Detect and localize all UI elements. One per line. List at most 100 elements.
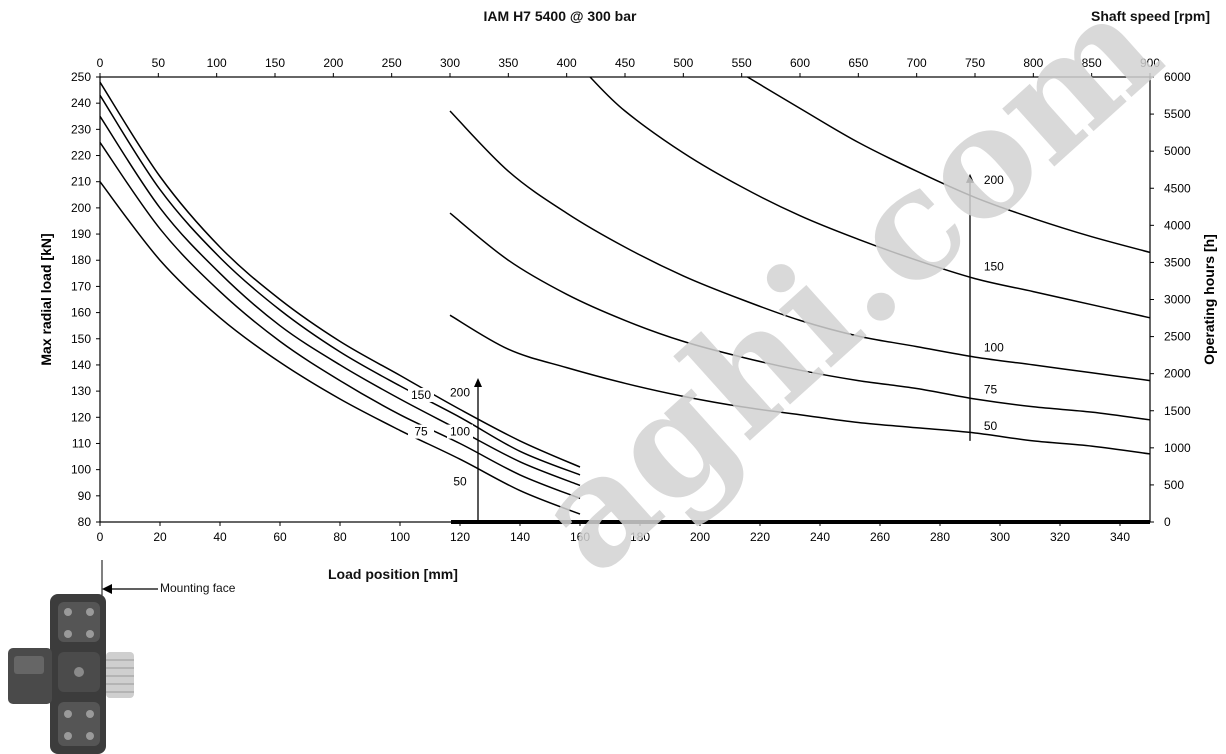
top-tick-label: 250 — [382, 56, 402, 70]
y-tick-label: 130 — [71, 384, 91, 398]
top-tick-label: 850 — [1082, 56, 1102, 70]
x-tick-label: 60 — [273, 530, 287, 544]
top-tick-label: 600 — [790, 56, 810, 70]
right-tick-label: 5000 — [1164, 144, 1191, 158]
top-tick-label: 550 — [732, 56, 752, 70]
speed-curve-label: 50 — [984, 419, 998, 433]
y-tick-label: 110 — [72, 436, 91, 450]
speed-curve-100h — [449, 110, 1151, 382]
x-tick-label: 220 — [750, 530, 770, 544]
y-tick-label: 140 — [71, 358, 91, 372]
y-tick-label: 180 — [71, 253, 91, 267]
load-curve-200h — [99, 81, 581, 468]
y-tick-label: 160 — [71, 306, 91, 320]
right-tick-label: 5500 — [1164, 107, 1191, 121]
right-tick-label: 4500 — [1164, 181, 1191, 195]
x-tick-label: 260 — [870, 530, 890, 544]
y-tick-label: 190 — [71, 227, 91, 241]
x-tick-label: 80 — [333, 530, 347, 544]
x-tick-label: 240 — [810, 530, 830, 544]
x-tick-label: 300 — [990, 530, 1010, 544]
speed-curve-label: 100 — [984, 340, 1004, 354]
x-tick-label: 20 — [153, 530, 167, 544]
speed-curve-200h — [747, 76, 1151, 254]
top-tick-label: 0 — [97, 56, 104, 70]
y-tick-label: 210 — [71, 175, 91, 189]
right-tick-label: 1000 — [1164, 441, 1191, 455]
mounting-face-line — [101, 560, 103, 600]
hydraulic-motor-icon — [8, 594, 134, 754]
x-tick-label: 180 — [630, 530, 650, 544]
y-axis-label: Max radial load [kN] — [38, 233, 54, 365]
load-label-mask — [447, 424, 473, 439]
right-tick-label: 4000 — [1164, 218, 1191, 232]
y-tick-label: 90 — [78, 489, 92, 503]
load-label-mask — [447, 474, 473, 489]
arrow-left-icon — [102, 584, 158, 594]
mounting-face-label: Mounting face — [160, 581, 236, 595]
load-curve-75h — [99, 141, 581, 500]
right-tick-label: 500 — [1164, 478, 1184, 492]
speed-curve-150h — [589, 76, 1151, 319]
y-tick-label: 150 — [71, 332, 91, 346]
top-tick-label: 900 — [1140, 56, 1160, 70]
y-tick-label: 120 — [71, 410, 91, 424]
hours-arrow-head — [966, 173, 974, 183]
speed-curve-label: 75 — [984, 382, 998, 396]
x-tick-label: 160 — [570, 530, 590, 544]
top-tick-label: 700 — [907, 56, 927, 70]
y-tick-label: 230 — [71, 122, 91, 136]
top-tick-label: 750 — [965, 56, 985, 70]
right-tick-label: 2000 — [1164, 367, 1191, 381]
right-tick-label: 3000 — [1164, 293, 1191, 307]
right-tick-label: 1500 — [1164, 404, 1191, 418]
right-axis-label: Operating hours [h] — [1201, 234, 1217, 365]
x-tick-label: 120 — [450, 530, 470, 544]
top-tick-label: 500 — [673, 56, 693, 70]
right-tick-label: 6000 — [1164, 70, 1191, 84]
top-tick-label: 150 — [265, 56, 285, 70]
load-curve-150h — [99, 94, 581, 476]
chart-title: IAM H7 5400 @ 300 bar — [483, 8, 637, 24]
right-tick-label: 3500 — [1164, 255, 1191, 269]
speed-curve-75h — [449, 212, 1151, 421]
x-axis-label: Load position [mm] — [328, 566, 458, 582]
top-tick-label: 800 — [1023, 56, 1043, 70]
x-tick-label: 340 — [1110, 530, 1130, 544]
y-tick-label: 80 — [78, 515, 92, 529]
load-curve-label: 75 — [414, 425, 428, 439]
top-axis-title: Shaft speed [rpm] — [1090, 8, 1210, 24]
load-curve-label: 200 — [450, 385, 470, 399]
top-tick-label: 200 — [323, 56, 343, 70]
y-tick-label: 240 — [71, 96, 91, 110]
top-tick-label: 450 — [615, 56, 635, 70]
x-tick-label: 0 — [97, 530, 104, 544]
load-curve-label: 150 — [411, 388, 431, 402]
x-tick-label: 280 — [930, 530, 950, 544]
y-tick-label: 170 — [71, 279, 91, 293]
speed-curve-label: 150 — [984, 259, 1004, 273]
load-label-mask — [408, 424, 434, 439]
top-tick-label: 100 — [207, 56, 227, 70]
right-tick-label: 0 — [1164, 515, 1171, 529]
y-tick-label: 100 — [71, 463, 91, 477]
x-tick-label: 140 — [510, 530, 530, 544]
load-label-mask — [447, 385, 473, 400]
top-tick-label: 400 — [557, 56, 577, 70]
speed-curve-label: 200 — [984, 173, 1004, 187]
load-curve-label: 100 — [450, 425, 470, 439]
load-curve-100h — [99, 115, 581, 487]
top-tick-label: 50 — [152, 56, 166, 70]
x-tick-label: 200 — [690, 530, 710, 544]
speed-curve-50h — [449, 314, 1151, 455]
x-tick-label: 320 — [1050, 530, 1070, 544]
y-tick-label: 220 — [71, 149, 91, 163]
x-tick-label: 100 — [390, 530, 410, 544]
top-tick-label: 350 — [498, 56, 518, 70]
y-tick-label: 250 — [71, 70, 91, 84]
y-tick-label: 200 — [71, 201, 91, 215]
load-label-mask — [408, 387, 434, 402]
x-tick-label: 40 — [213, 530, 227, 544]
top-tick-label: 300 — [440, 56, 460, 70]
